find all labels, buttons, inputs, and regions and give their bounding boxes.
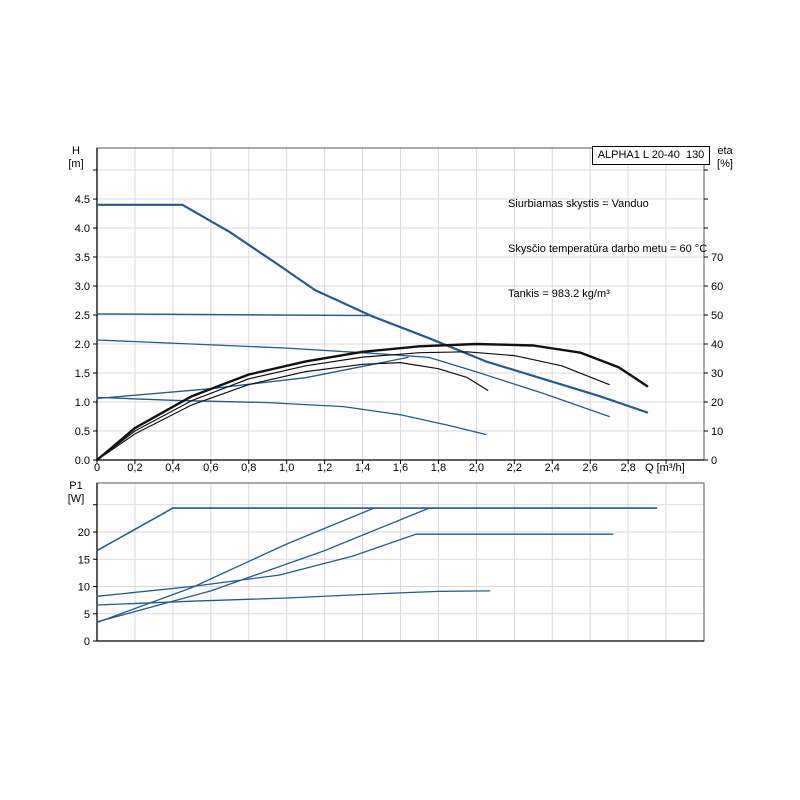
svg-text:2,6: 2,6 (583, 462, 598, 474)
info-line-liquid: Siurbiamas skystis = Vanduo (508, 198, 649, 210)
eta-speed-2-curve (96, 351, 610, 461)
eta-speed-1-curve (96, 362, 489, 461)
svg-text:40: 40 (711, 339, 723, 351)
svg-text:0,8: 0,8 (241, 462, 256, 474)
svg-text:1.0: 1.0 (75, 397, 90, 409)
q-axis-title: Q [m³/h] (645, 462, 685, 474)
svg-text:10: 10 (78, 582, 90, 594)
hq-eta-chart-svg: 0 0,2 0,4 0,6 0,8 1,0 1,2 1,4 1,6 1,8 2,0 2,2 2,4 2,6… (75, 147, 723, 474)
eta-axis-title: eta [%] (708, 145, 742, 171)
svg-text:70: 70 (711, 252, 723, 264)
p1-axis-title: P1 [W] (60, 480, 92, 506)
svg-text:1,6: 1,6 (393, 462, 408, 474)
h-axis-title-line2: [m] (68, 158, 84, 170)
svg-text:10: 10 (711, 426, 723, 438)
svg-text:2,4: 2,4 (545, 462, 560, 474)
p1-const-pressure-curve (96, 507, 375, 624)
p1-speed-2-curve (96, 533, 614, 597)
svg-text:0: 0 (711, 455, 717, 467)
liquid-info-block: Siurbiamas skystis = Vanduo Skysčio temp… (508, 167, 707, 332)
svg-text:1,2: 1,2 (317, 462, 332, 474)
svg-text:20: 20 (711, 397, 723, 409)
p1-axis-title-line1: P1 (69, 480, 83, 492)
svg-text:4.0: 4.0 (75, 223, 90, 235)
speed-1-curve (96, 396, 487, 436)
p1-prop-pressure-curve (96, 507, 430, 623)
svg-text:1.5: 1.5 (75, 368, 90, 380)
svg-text:5: 5 (84, 609, 90, 621)
h-axis-title: H [m] (60, 145, 92, 171)
info-line-temperature: Skysčio temperatūra darbo metu = 60 °C (508, 243, 708, 255)
svg-text:0: 0 (94, 462, 100, 474)
svg-text:2,2: 2,2 (507, 462, 522, 474)
p1-chart-svg: 0 5 10 15 20 (78, 482, 705, 648)
svg-text:0,2: 0,2 (127, 462, 142, 474)
h-axis-title-line1: H (72, 145, 80, 157)
svg-text:0.5: 0.5 (75, 426, 90, 438)
const-pressure-curve (96, 313, 373, 317)
svg-text:0,4: 0,4 (165, 462, 180, 474)
svg-text:1,8: 1,8 (431, 462, 446, 474)
svg-text:2.0: 2.0 (75, 339, 90, 351)
svg-text:0,6: 0,6 (203, 462, 218, 474)
svg-text:0: 0 (84, 636, 90, 648)
svg-text:50: 50 (711, 310, 723, 322)
svg-text:0.0: 0.0 (75, 455, 90, 467)
svg-text:2.5: 2.5 (75, 310, 90, 322)
svg-text:2,8: 2,8 (620, 462, 635, 474)
svg-text:3.0: 3.0 (75, 281, 90, 293)
svg-text:4.5: 4.5 (75, 194, 90, 206)
prop-pressure-curve (96, 356, 409, 400)
svg-text:30: 30 (711, 368, 723, 380)
svg-text:1,0: 1,0 (279, 462, 294, 474)
svg-text:3.5: 3.5 (75, 252, 90, 264)
eta-axis-title-line2: [%] (717, 158, 733, 170)
svg-text:2,0: 2,0 (469, 462, 484, 474)
svg-text:20: 20 (78, 527, 90, 539)
info-line-density: Tankis = 983.2 kg/m³ (508, 288, 610, 300)
p1-axis-title-line2: [W] (67, 493, 85, 505)
svg-text:60: 60 (711, 281, 723, 293)
svg-text:1,4: 1,4 (355, 462, 370, 474)
p1-speed-3-curve (96, 507, 658, 552)
speed-2-curve (96, 339, 610, 418)
pump-type-box: ALPHA1 L 20-40 130 (592, 146, 710, 165)
eta-speed-3-curve (95, 342, 649, 462)
eta-axis-title-line1: eta (717, 145, 733, 157)
p1-speed-1-curve (96, 590, 491, 606)
svg-text:15: 15 (78, 554, 90, 566)
